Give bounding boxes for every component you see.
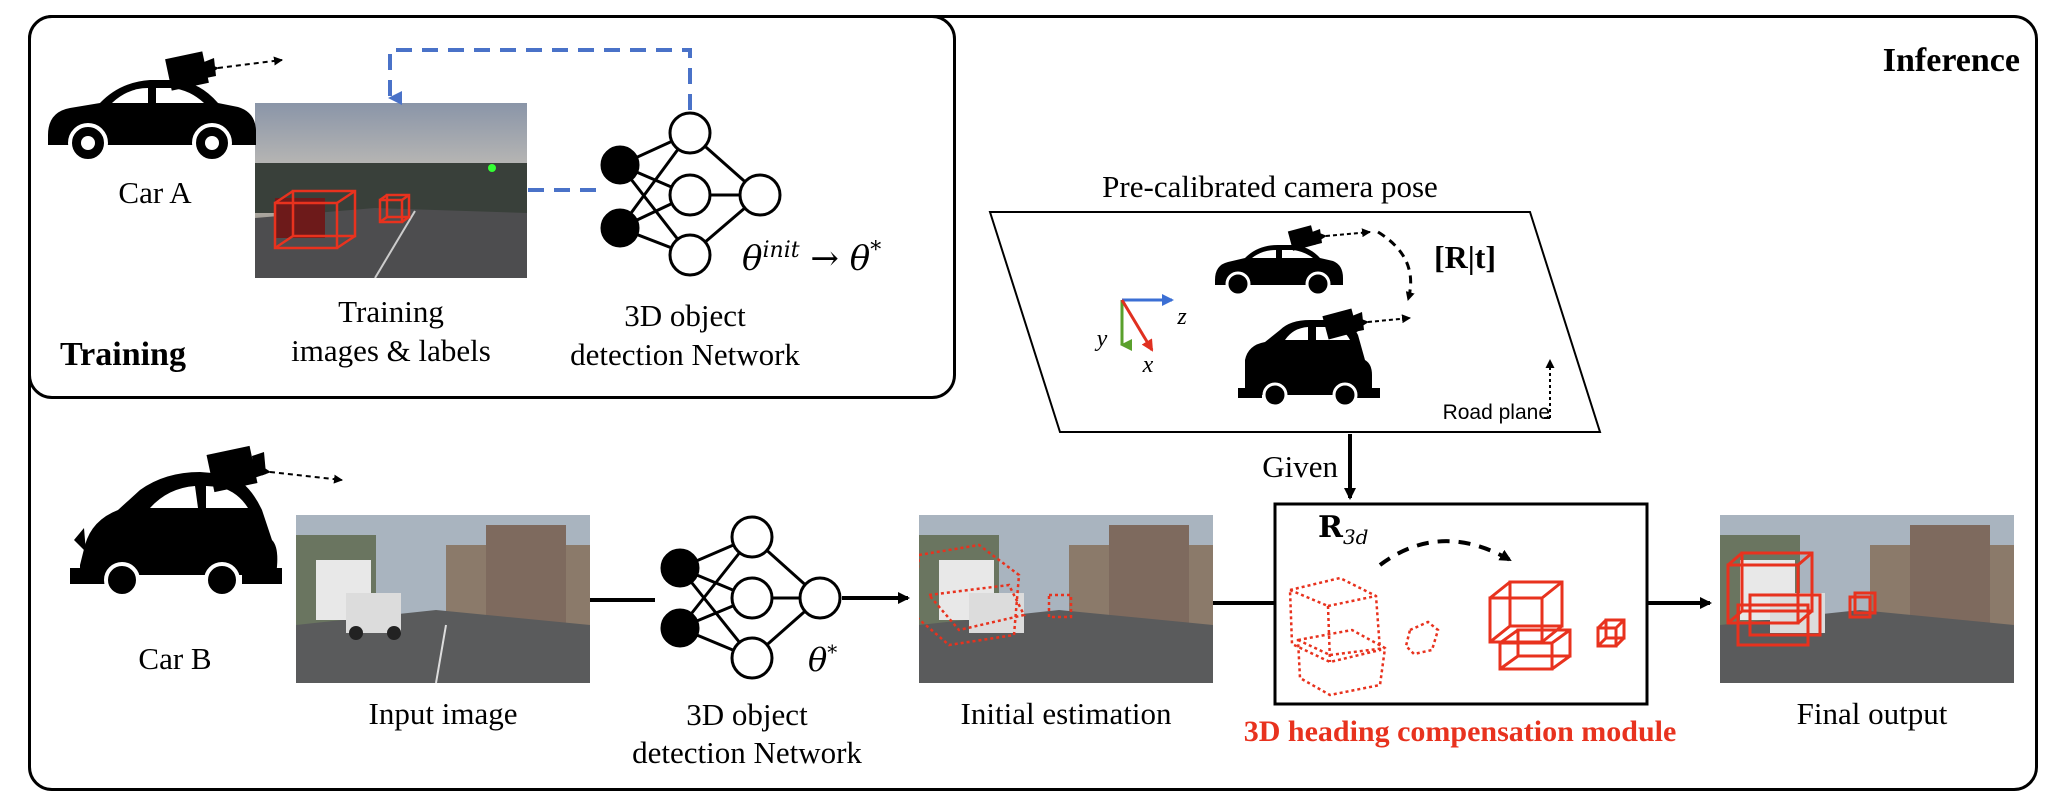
param-final-sup: * (870, 238, 882, 263)
car-a-icon (48, 80, 256, 163)
final-output-label: Final output (1796, 696, 1948, 731)
initial-estimation-image (919, 515, 1213, 683)
pose-transform-curve (1377, 230, 1415, 301)
input-image-label: Input image (368, 696, 518, 731)
training-images-label-2: images & labels (291, 333, 491, 368)
param-init: θ (742, 238, 763, 279)
param-arrow: → (810, 238, 839, 279)
theta-sup: * (827, 640, 838, 664)
module-rotation-curve (1378, 539, 1512, 567)
dotted-boxes-icon (1288, 576, 1440, 697)
training-network-label-1: 3D object (624, 298, 746, 333)
road-plane-label: Road plane (1442, 401, 1550, 424)
camera-icon (165, 51, 216, 91)
module-label: 3D heading compensation module (1243, 715, 1677, 748)
axis-y-label: y (1096, 326, 1108, 352)
car-a-label: Car A (118, 175, 192, 210)
inference-network-label-1: 3D object (686, 697, 808, 732)
rotation-symbol: R (1318, 510, 1343, 545)
car-b-icon (70, 472, 282, 598)
rotation-sub: 3d (1342, 525, 1369, 549)
training-params: θinit → θ* (742, 238, 942, 278)
initial-estimation-label: Initial estimation (960, 696, 1172, 731)
pose-title: Pre-calibrated camera pose (1102, 169, 1438, 204)
axis-x-label: x (1142, 352, 1154, 378)
coordinate-axes-icon (1120, 294, 1174, 352)
training-title: Training (60, 336, 186, 373)
training-network-label-2: detection Network (570, 337, 800, 372)
given-label: Given (1262, 449, 1338, 484)
inference-network-label-2: detection Network (632, 735, 862, 770)
training-feedback-loop (388, 48, 692, 192)
training-panel (28, 15, 956, 399)
pose-transform-label: [R|t] (1433, 239, 1497, 275)
inference-panel (28, 15, 2038, 791)
training-network-icon (600, 111, 782, 277)
solid-boxes-icon (1488, 580, 1626, 671)
param-final: θ (849, 238, 871, 279)
car-b-camera-icon (206, 445, 266, 493)
training-image (255, 103, 527, 278)
car-b-label: Car B (138, 641, 212, 676)
pose-car-small-icon (1215, 245, 1343, 297)
theta-symbol: θ (808, 640, 828, 679)
param-init-sup: init (762, 238, 800, 263)
inference-title: Inference (1882, 42, 2020, 79)
heading-compensation-module-box (1273, 502, 1649, 706)
final-output-image (1720, 515, 2014, 683)
module-rotation-label: R3d (1318, 510, 1368, 549)
training-images-label-1: Training (338, 294, 444, 329)
input-image (296, 515, 590, 683)
axis-z-label: z (1177, 304, 1187, 330)
inference-network-icon (660, 515, 842, 680)
inference-theta: θ* (808, 640, 837, 679)
